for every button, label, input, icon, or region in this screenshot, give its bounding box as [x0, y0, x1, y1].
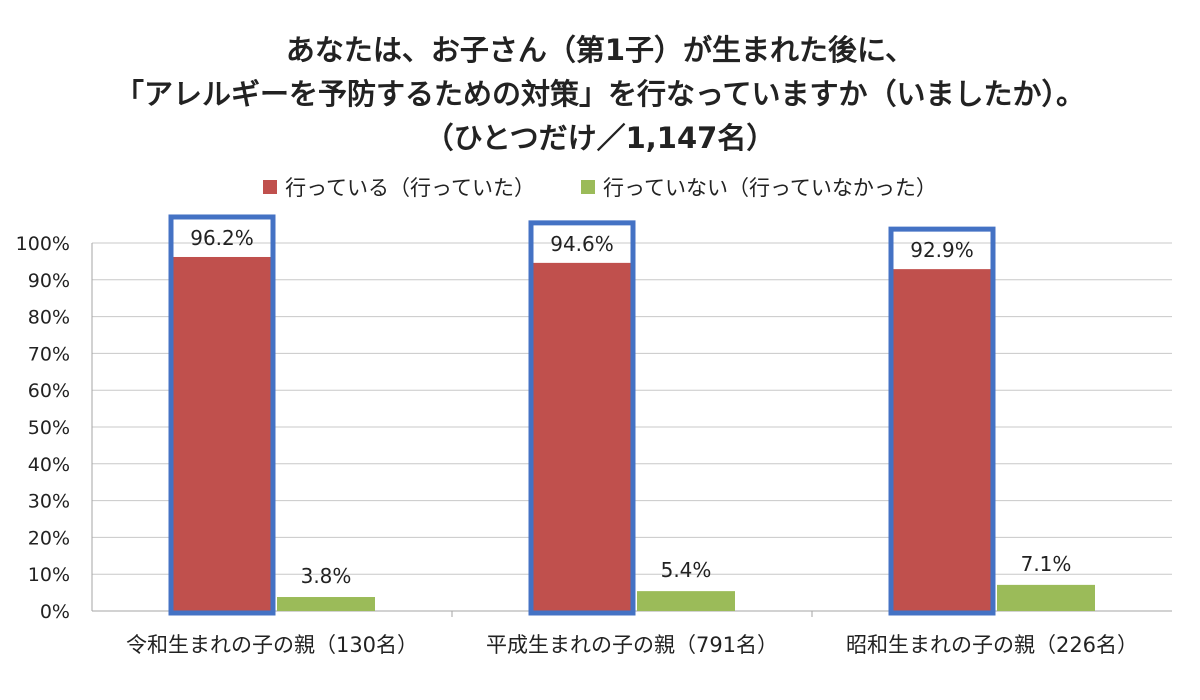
- chart-title: あなたは、お子さん（第1子）が生まれた後に、 「アレルギーを予防するための対策」…: [0, 28, 1200, 160]
- highlight-frame: [528, 220, 636, 616]
- y-tick-label: 20%: [28, 527, 70, 549]
- y-tick-label: 0%: [40, 601, 70, 623]
- legend-item-not-done: 行っていない（行っていなかった）: [581, 172, 937, 202]
- bar-done: [893, 269, 991, 611]
- bar-done: [173, 256, 271, 611]
- x-category-label: 平成生まれの子の親（791名）: [486, 633, 778, 657]
- data-label-not-done: 5.4%: [661, 558, 712, 582]
- y-tick-label: 60%: [28, 380, 70, 402]
- x-category-label: 令和生まれの子の親（130名）: [126, 633, 418, 657]
- highlight-frame: [168, 214, 276, 616]
- title-line-3: （ひとつだけ／1,147名）: [424, 121, 776, 155]
- y-tick-label: 70%: [28, 343, 70, 365]
- title-line-2: 「アレルギーを予防するための対策」を行なっていますか（いましたか）。: [114, 77, 1086, 111]
- y-tick-label: 40%: [28, 454, 70, 476]
- data-label-done: 92.9%: [910, 238, 974, 262]
- data-label-done: 94.6%: [550, 232, 614, 256]
- y-tick-label: 80%: [28, 307, 70, 329]
- legend-item-done: 行っている（行っていた）: [263, 172, 535, 202]
- y-tick-label: 100%: [16, 233, 70, 255]
- legend-label-done: 行っている（行っていた）: [285, 176, 535, 200]
- y-tick-label: 50%: [28, 417, 70, 439]
- legend-label-not-done: 行っていない（行っていなかった）: [603, 176, 937, 200]
- data-label-done: 96.2%: [190, 226, 254, 250]
- highlight-frame: [888, 226, 996, 616]
- bar-not-done: [277, 597, 375, 611]
- y-tick-label: 30%: [28, 491, 70, 513]
- bar-done: [533, 262, 631, 611]
- title-line-1: あなたは、お子さん（第1子）が生まれた後に、: [285, 33, 915, 67]
- data-label-not-done: 3.8%: [301, 564, 352, 588]
- chart-legend: 行っている（行っていた） 行っていない（行っていなかった）: [0, 172, 1200, 202]
- bar-not-done: [637, 591, 735, 611]
- legend-swatch-red: [263, 180, 278, 194]
- x-category-label: 昭和生まれの子の親（226名）: [846, 633, 1138, 657]
- data-label-not-done: 7.1%: [1021, 552, 1072, 576]
- bar-not-done: [997, 584, 1095, 611]
- legend-swatch-green: [581, 180, 595, 194]
- y-tick-label: 10%: [28, 564, 70, 586]
- y-tick-label: 90%: [28, 270, 70, 292]
